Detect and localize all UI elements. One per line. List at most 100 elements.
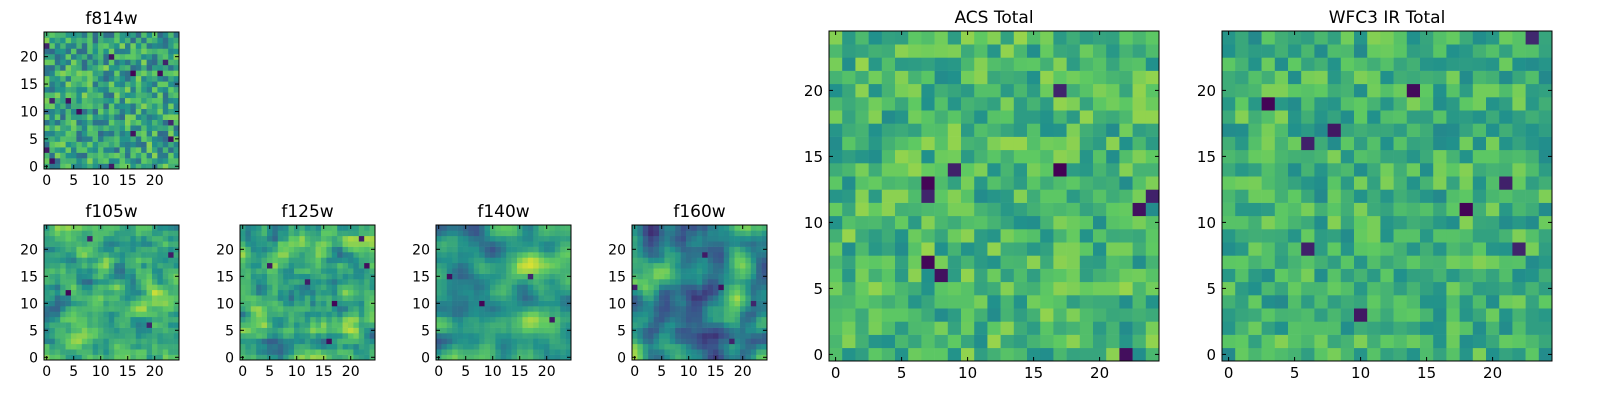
heatmap-cell [921,281,935,296]
heatmap-cell [829,255,843,269]
heatmap-cell [1235,308,1249,322]
heatmap-cell [342,246,349,253]
heatmap-cell [544,333,550,339]
heatmap-cell [522,252,529,258]
heatmap-cell [506,322,512,328]
heatmap-cell [1132,149,1147,164]
heatmap-cell [162,103,169,110]
heatmap-cell [961,281,975,296]
heatmap-cell [114,108,120,115]
heatmap-cell [141,119,147,126]
heatmap-cell [1106,242,1120,256]
heatmap-cell [65,316,72,323]
heatmap-cell [321,235,327,242]
heatmap-cell [457,316,464,323]
heatmap-cell [337,257,343,264]
heatmap-cell [691,295,698,301]
heatmap-cell [718,284,725,291]
heatmap-cell [87,311,93,318]
heatmap-cell [1040,189,1054,203]
heatmap-cell [436,295,442,301]
heatmap-cell [135,354,142,361]
heatmap-cell [364,284,370,291]
heatmap-cell [664,273,671,280]
heatmap-cell [1380,215,1394,230]
heatmap-cell [560,225,566,231]
panel-title-f105w: f105w [85,202,137,222]
heatmap-cell [76,53,83,60]
heatmap-cell [987,136,1001,151]
heatmap-cell [1340,176,1355,190]
heatmap-cell [157,333,164,339]
heatmap-cell [348,289,354,296]
heatmap-cell [1354,334,1368,349]
heatmap-cell [256,322,262,328]
heatmap-cell [511,300,518,307]
axes-frame [435,224,572,361]
heatmap-cell [1261,163,1276,177]
heatmap-cell [495,241,502,247]
heatmap-cell [125,322,131,328]
heatmap-cell [44,158,50,164]
heatmap-cell [756,349,762,355]
heatmap-cell [135,141,142,148]
heatmap-cell [855,149,869,164]
heatmap-cell [642,349,649,355]
heatmap-cell [146,284,153,291]
heatmap-cell [1106,70,1120,85]
heatmap-cell [267,289,273,296]
heatmap-cell [723,338,730,345]
heatmap-cell [245,289,252,296]
heatmap-cell [1406,215,1421,230]
heatmap-cell [250,268,257,274]
heatmap-cell [288,279,295,285]
heatmap-cell [974,215,988,230]
heatmap-cell [702,262,708,269]
heatmap-cell [81,311,88,318]
heatmap-cell [829,163,843,177]
heatmap-cell [1327,97,1342,111]
heatmap-cell [250,338,257,345]
heatmap-cell [141,279,147,285]
heatmap-cell [484,241,491,247]
heatmap-cell [98,136,104,142]
heatmap-cell [707,268,714,274]
heatmap-cell [468,316,475,323]
heatmap-cell [342,311,349,318]
heatmap-cell [974,97,988,111]
heatmap-cell [441,338,448,345]
heatmap-cell [81,257,88,264]
heatmap-cell [358,338,365,345]
heatmap-cell [1446,176,1460,190]
heatmap-cell [256,343,262,350]
heatmap-cell [173,158,180,164]
heatmap-cell [87,295,93,301]
heatmap-cell [446,230,453,237]
y-tick-label: 5 [29,132,38,148]
heatmap-cell [157,119,164,126]
heatmap-cell [141,284,147,291]
heatmap-cell [1393,202,1408,217]
heatmap-cell [1512,229,1526,243]
heatmap-cell [353,257,360,264]
heatmap-cell [517,257,523,264]
heatmap-cell [506,300,512,307]
heatmap-cell [157,354,164,361]
heatmap-cell [1538,334,1553,349]
heatmap-cell [157,152,164,159]
heatmap-cell [130,59,137,66]
heatmap-cell [321,306,327,312]
heatmap-cell [1327,347,1342,362]
heatmap-cell [1538,31,1553,45]
heatmap-cell [1288,97,1302,111]
heatmap-cell [642,333,649,339]
heatmap-cell [98,75,104,82]
heatmap-cell [517,300,523,307]
heatmap-cell [1538,136,1553,151]
heatmap-cell [65,262,72,269]
heatmap-cell [934,97,949,111]
heatmap-cell [288,300,295,307]
x-tick-label: 0 [238,364,247,380]
heatmap-cell [1459,202,1474,217]
heatmap-cell [680,300,687,307]
